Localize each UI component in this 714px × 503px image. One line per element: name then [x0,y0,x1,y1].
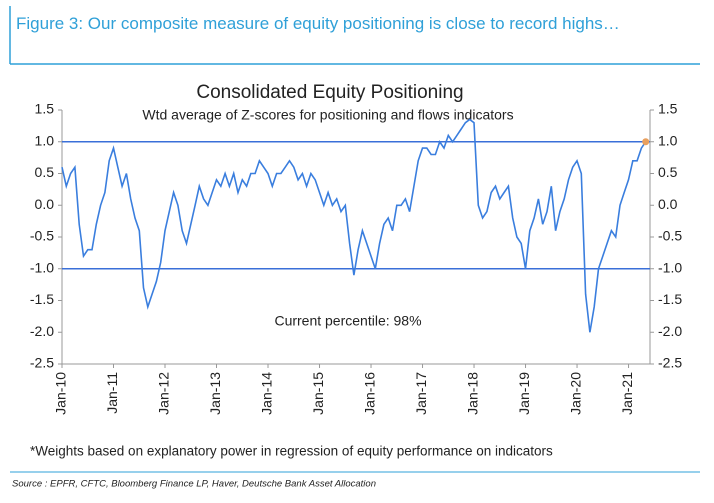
x-tick-label: Jan-19 [516,372,532,415]
y2-tick-label: -1.0 [658,259,682,275]
y-tick-label: -2.0 [30,323,54,339]
y2-tick-label: 1.5 [658,101,678,117]
x-tick-label: Jan-18 [465,372,481,415]
chart-title: Consolidated Equity Positioning [196,82,463,103]
source: Source : EPFR, CFTC, Bloomberg Finance L… [12,479,376,490]
y-tick-label: 1.5 [35,101,55,117]
header-box: Figure 3: Our composite measure of equit… [16,14,620,33]
series-line [61,118,647,333]
annotation: Current percentile: 98% [274,313,421,329]
x-tick-label: Jan-17 [413,372,429,415]
x-tick-label: Jan-14 [259,372,275,415]
y2-tick-label: -2.0 [658,323,682,339]
x-tick-label: Jan-12 [156,372,172,415]
header-title: Figure 3: Our composite measure of equit… [16,14,620,33]
chart-subtitle: Wtd average of Z-scores for positioning … [142,107,513,123]
y-tick-label: -0.5 [30,228,54,244]
y-tick-label: 1.0 [35,132,55,148]
y-tick-label: -2.5 [30,355,54,371]
x-tick-label: Jan-21 [619,372,635,415]
last-point [642,138,650,146]
x-tick-label: Jan-20 [568,372,584,415]
y2-tick-label: 0.0 [658,196,678,212]
y2-tick-label: -0.5 [658,228,682,244]
y-tick-label: 0.5 [35,164,55,180]
x-tick-label: Jan-13 [207,372,223,415]
y-tick-label: -1.0 [30,259,54,275]
footnote: *Weights based on explanatory power in r… [30,444,553,459]
x-tick-label: Jan-11 [104,372,120,414]
x-tick-label: Jan-15 [310,372,326,415]
x-tick-label: Jan-10 [53,372,69,415]
y2-tick-label: 0.5 [658,164,678,180]
x-tick-label: Jan-16 [362,372,378,415]
y-tick-label: 0.0 [35,196,55,212]
y-tick-label: -1.5 [30,291,54,307]
y2-tick-label: -1.5 [658,291,682,307]
y2-tick-label: -2.5 [658,355,682,371]
y2-tick-label: 1.0 [658,132,678,148]
